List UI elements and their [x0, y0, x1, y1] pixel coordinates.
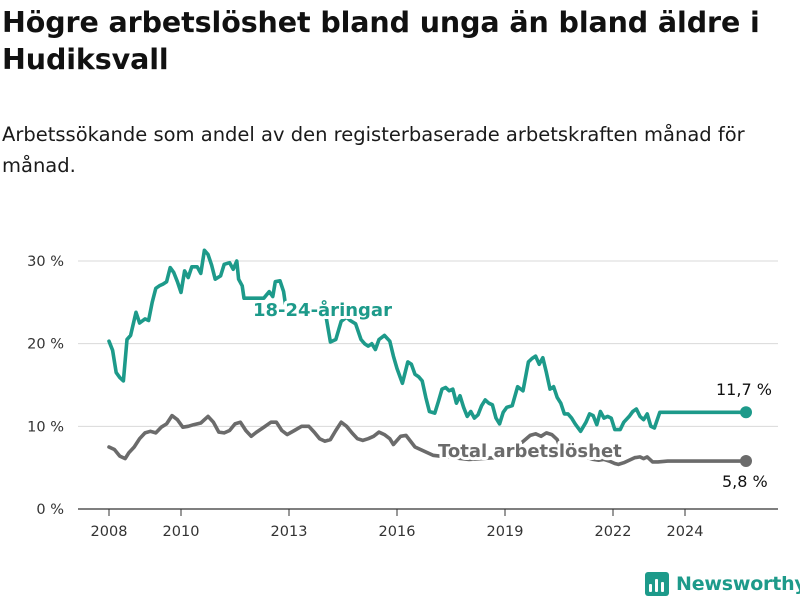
axes: 0 % 10 % 20 % 30 % 2008 2010 2013 2016 2019 2022 2…	[27, 254, 703, 540]
x-tick-label: 2022	[595, 524, 632, 540]
series-lines	[107, 248, 752, 468]
chart-title: Högre arbetslöshet bland unga än bland ä…	[2, 6, 760, 76]
y-tick-label: 10 %	[27, 419, 64, 435]
chart-subtitle: Arbetssökande som andel av den registerb…	[2, 123, 745, 177]
newsworthy-brand: Newsworthy	[645, 570, 800, 598]
gridlines	[78, 260, 778, 510]
end-point-youth	[740, 406, 752, 419]
series-label-total: Total arbetslöshet	[438, 441, 622, 462]
x-tick-label: 2016	[379, 524, 416, 540]
x-tick-label: 2008	[91, 524, 128, 540]
brand-name: Newsworthy	[676, 573, 800, 595]
x-tick-label: 2010	[163, 524, 200, 540]
series-line-total	[107, 413, 748, 467]
series-labels: 18-24-åringar Total arbetslöshet 11,7 % …	[250, 296, 772, 491]
y-tick-label: 20 %	[27, 337, 64, 353]
end-point-total	[740, 455, 752, 468]
x-tick-label: 2013	[271, 524, 308, 540]
y-tick-label: 0 %	[36, 502, 64, 518]
x-tick-label: 2024	[667, 524, 704, 540]
newsworthy-logo-icon	[645, 572, 669, 596]
y-tick-label: 30 %	[27, 254, 64, 270]
x-tick-label: 2019	[487, 524, 524, 540]
end-label-youth: 11,7 %	[716, 380, 772, 399]
series-label-youth: 18-24-åringar	[253, 299, 392, 321]
series-line-youth	[107, 248, 748, 434]
end-label-total: 5,8 %	[722, 472, 768, 491]
